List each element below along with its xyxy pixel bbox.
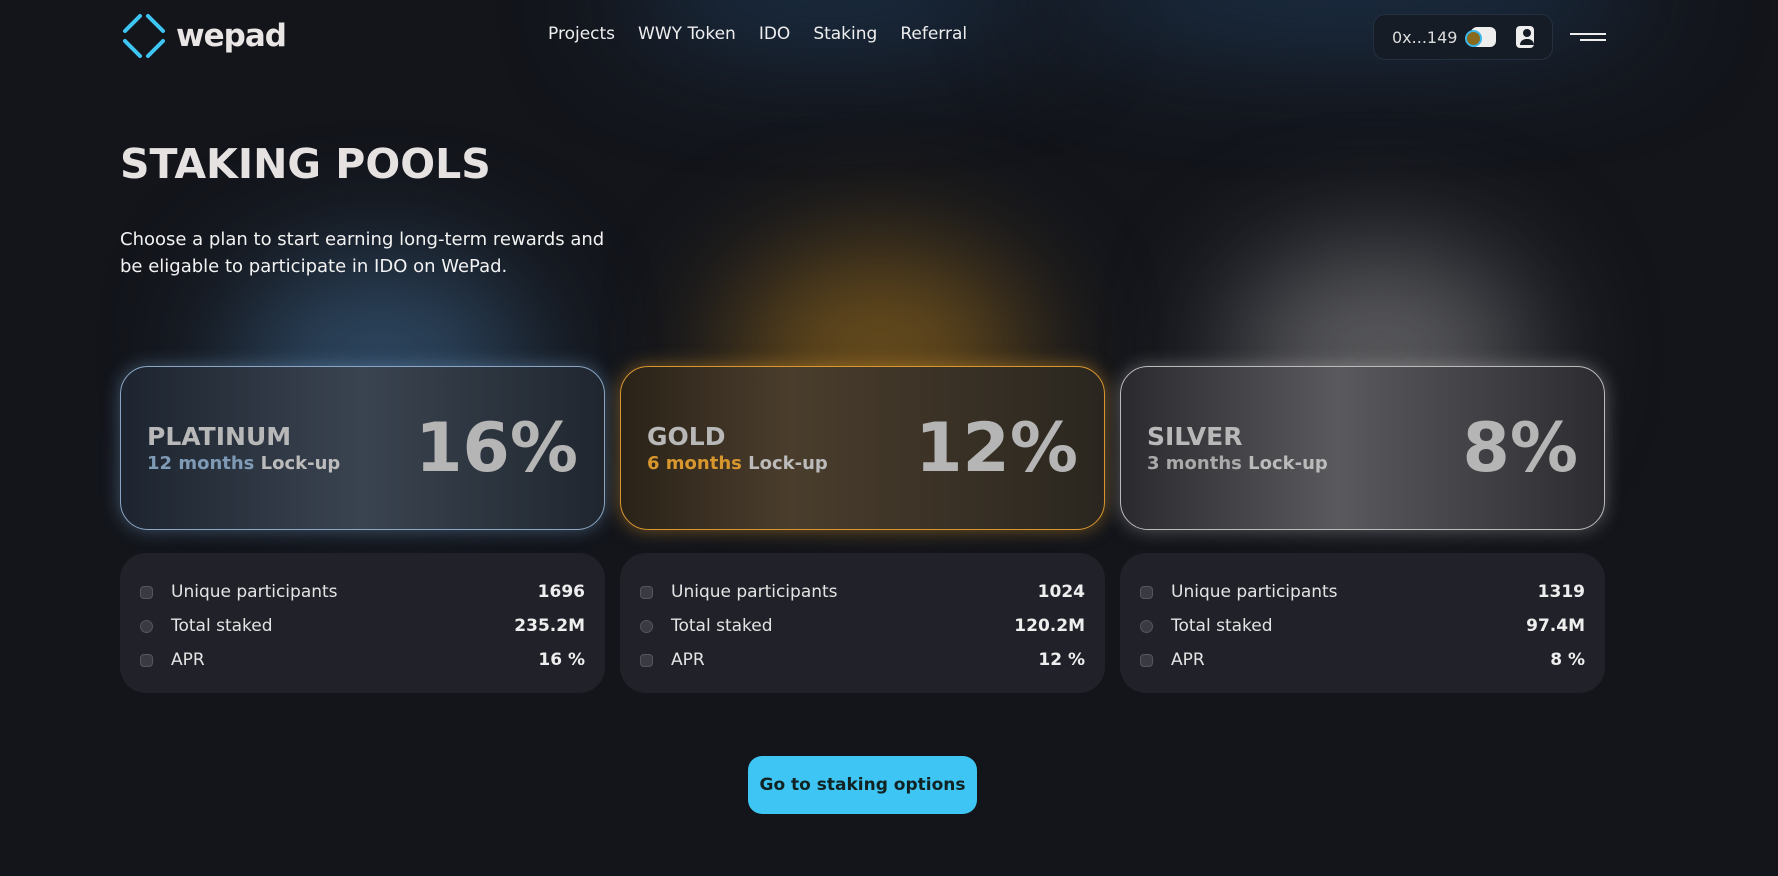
pool-stats-platinum: Unique participants 1696 Total staked 235.…: [120, 553, 605, 693]
stat-row: Total staked 235.2M: [140, 609, 585, 643]
page-title: STAKING POOLS: [120, 140, 491, 188]
nav-projects[interactable]: Projects: [548, 24, 616, 44]
chart-icon: [140, 619, 153, 633]
hamburger-menu-icon[interactable]: [1570, 33, 1606, 45]
chart-icon: [1140, 619, 1153, 633]
pool-card-silver[interactable]: SILVER 3 months Lock-up 8%: [1120, 366, 1605, 530]
nav-ido[interactable]: IDO: [758, 24, 791, 44]
pool-percent: 12%: [915, 408, 1078, 488]
pool-name: SILVER: [1147, 422, 1243, 451]
stat-row: Unique participants 1024: [640, 575, 1085, 609]
participants-icon: [640, 585, 653, 599]
stat-row: Unique participants 1319: [1140, 575, 1585, 609]
participants-icon: [140, 585, 153, 599]
nav-referral[interactable]: Referral: [900, 24, 968, 44]
pool-card-platinum[interactable]: PLATINUM 12 months Lock-up 16%: [120, 366, 605, 530]
wallet-address: 0x...149: [1392, 27, 1458, 47]
chart-icon: [640, 619, 653, 633]
pool-stats-silver: Unique participants 1319 Total staked 97.4…: [1120, 553, 1605, 693]
pool-name: PLATINUM: [147, 422, 292, 451]
pool-name: GOLD: [647, 422, 726, 451]
stat-row: Total staked 97.4M: [1140, 609, 1585, 643]
page-description: Choose a plan to start earning long-term…: [120, 229, 605, 277]
pool-months: 12 months: [147, 453, 255, 474]
header: wepad Projects WWY Token IDO Staking Ref…: [0, 0, 1778, 76]
pool-lockup: Lock-up: [748, 453, 828, 474]
pool-card-gold[interactable]: GOLD 6 months Lock-up 12%: [620, 366, 1105, 530]
stat-row: APR 8 %: [1140, 643, 1585, 677]
stat-row: APR 16 %: [140, 643, 585, 677]
wallet-panel[interactable]: 0x...149: [1373, 14, 1553, 60]
stat-row: Total staked 120.2M: [640, 609, 1085, 643]
go-to-staking-options-button[interactable]: Go to staking options: [748, 756, 977, 814]
pool-percent: 8%: [1462, 408, 1578, 488]
percent-icon: [1140, 653, 1153, 667]
logo[interactable]: wepad: [120, 12, 287, 60]
pool-lockup: Lock-up: [260, 453, 341, 474]
pool-months: 6 months: [647, 453, 742, 474]
nav-wwy-token[interactable]: WWY Token: [638, 24, 736, 44]
pool-stats-gold: Unique participants 1024 Total staked 120.…: [620, 553, 1105, 693]
percent-icon: [640, 653, 653, 667]
logo-text: wepad: [176, 18, 287, 54]
main-nav: Projects WWY Token IDO Staking Referral: [548, 24, 967, 44]
stat-row: Unique participants 1696: [140, 575, 585, 609]
wallet-icon[interactable]: [1465, 27, 1496, 47]
pool-months: 3 months: [1147, 453, 1242, 474]
participants-icon: [1140, 585, 1153, 599]
nav-staking[interactable]: Staking: [813, 24, 878, 44]
percent-icon: [140, 653, 153, 667]
stat-row: APR 12 %: [640, 643, 1085, 677]
wepad-logo-icon: [123, 14, 165, 58]
pool-lockup: Lock-up: [1248, 453, 1328, 474]
user-icon[interactable]: [1516, 26, 1534, 48]
pool-percent: 16%: [415, 408, 578, 488]
